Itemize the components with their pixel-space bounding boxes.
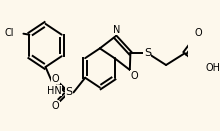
Text: O: O: [52, 101, 60, 111]
Text: O: O: [194, 28, 202, 38]
Text: O: O: [52, 74, 60, 84]
Text: S: S: [144, 48, 151, 58]
Text: Cl: Cl: [5, 28, 14, 38]
Text: HN: HN: [47, 86, 61, 96]
Text: O: O: [130, 71, 138, 81]
Text: N: N: [113, 25, 121, 35]
Text: OH: OH: [205, 63, 220, 73]
Text: S: S: [66, 87, 73, 97]
